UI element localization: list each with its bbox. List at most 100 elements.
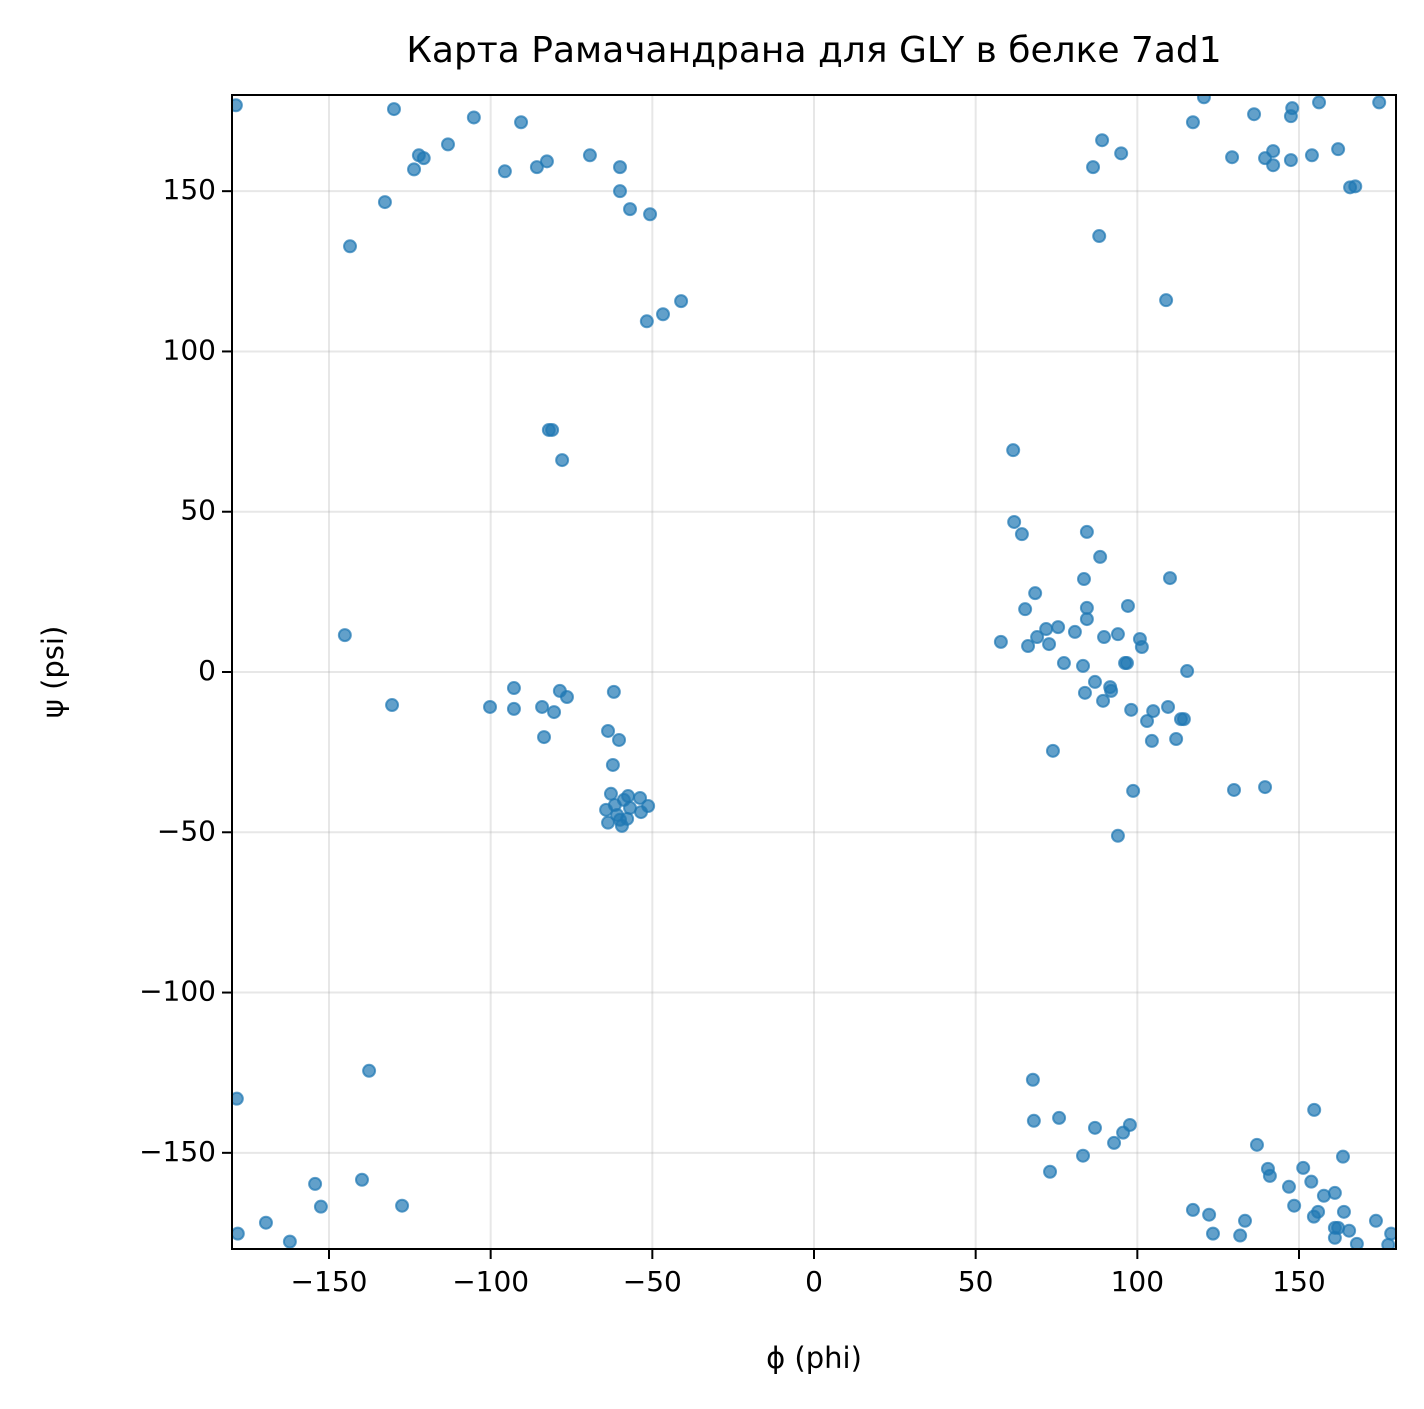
point — [1045, 743, 1060, 758]
point — [385, 698, 400, 713]
point — [1381, 1237, 1396, 1249]
y-axis-label: ψ (psi) — [36, 626, 70, 719]
point — [616, 792, 631, 807]
point — [1095, 133, 1110, 148]
x-tick-label: 150 — [1272, 1265, 1325, 1298]
point — [582, 148, 597, 163]
point — [1021, 639, 1036, 654]
point — [395, 1198, 410, 1213]
point — [612, 732, 627, 747]
point — [674, 294, 689, 309]
point — [506, 701, 521, 716]
point — [601, 723, 616, 738]
point — [1025, 1072, 1040, 1087]
point — [1119, 656, 1134, 671]
point — [1262, 1168, 1277, 1183]
point — [1079, 524, 1094, 539]
point — [440, 137, 455, 152]
point — [343, 239, 358, 254]
x-tick-label: 0 — [805, 1265, 823, 1298]
y-tick-label: −50 — [157, 814, 216, 847]
point — [633, 790, 648, 805]
point — [613, 812, 627, 827]
point — [1007, 514, 1022, 529]
point — [613, 160, 627, 175]
point — [1014, 527, 1029, 542]
x-tick-label: 50 — [958, 1265, 994, 1298]
point — [1238, 1213, 1253, 1228]
y-tick-label: −100 — [139, 975, 216, 1008]
point — [1077, 685, 1092, 700]
point — [337, 628, 352, 643]
point — [1283, 153, 1298, 168]
point — [1146, 704, 1161, 719]
point — [535, 699, 550, 714]
point — [1249, 1137, 1264, 1152]
y-tick-label: −150 — [139, 1135, 216, 1168]
point — [1079, 600, 1094, 615]
x-axis-label: ϕ (phi) — [766, 1341, 862, 1375]
point — [1304, 148, 1319, 163]
point — [1335, 1149, 1350, 1164]
point — [1306, 1209, 1321, 1224]
y-tick-label: 0 — [198, 654, 216, 687]
point — [1076, 572, 1091, 587]
point — [1087, 1120, 1102, 1135]
chart-title: Карта Рамачандрана для GLY в белке 7ad1 — [406, 30, 1221, 71]
plot-frame — [231, 94, 1397, 1250]
point — [537, 730, 552, 745]
point — [1116, 1125, 1131, 1140]
point — [1247, 107, 1262, 122]
point — [232, 98, 243, 113]
point — [1067, 624, 1082, 639]
point — [1368, 1213, 1383, 1228]
point — [1052, 1110, 1067, 1125]
point — [1107, 1135, 1122, 1150]
point — [1205, 1226, 1220, 1241]
point — [1225, 150, 1240, 165]
point — [1349, 1236, 1364, 1249]
point — [1120, 598, 1135, 613]
point — [1110, 627, 1125, 642]
point — [232, 1091, 244, 1106]
point — [1039, 622, 1054, 637]
y-tick-label: 50 — [180, 494, 216, 527]
point — [1162, 571, 1177, 586]
point — [643, 207, 658, 222]
point — [1348, 179, 1363, 194]
point — [1114, 146, 1129, 161]
x-tick-label: −50 — [623, 1265, 682, 1298]
point — [1018, 602, 1033, 617]
point — [1140, 714, 1155, 729]
point — [1372, 95, 1387, 110]
point — [1233, 1228, 1248, 1243]
point — [282, 1234, 297, 1249]
point — [1266, 158, 1281, 173]
point — [514, 115, 529, 130]
point — [506, 681, 521, 696]
point — [1086, 160, 1101, 175]
point — [1327, 1185, 1342, 1200]
point — [539, 154, 554, 169]
point — [232, 1226, 245, 1241]
point — [1092, 229, 1107, 244]
point — [1126, 783, 1141, 798]
point — [362, 1063, 377, 1078]
point — [308, 1176, 323, 1191]
point — [1076, 658, 1091, 673]
point — [1176, 712, 1191, 727]
point — [1185, 115, 1200, 130]
point — [1266, 144, 1281, 159]
point — [603, 786, 618, 801]
point — [416, 151, 431, 166]
point — [1079, 612, 1094, 627]
point — [1006, 443, 1021, 458]
point — [1258, 780, 1273, 795]
point — [1134, 639, 1149, 654]
point — [1043, 1164, 1058, 1179]
point — [313, 1199, 328, 1214]
point — [1110, 828, 1125, 843]
point — [555, 453, 570, 468]
point — [605, 757, 620, 772]
